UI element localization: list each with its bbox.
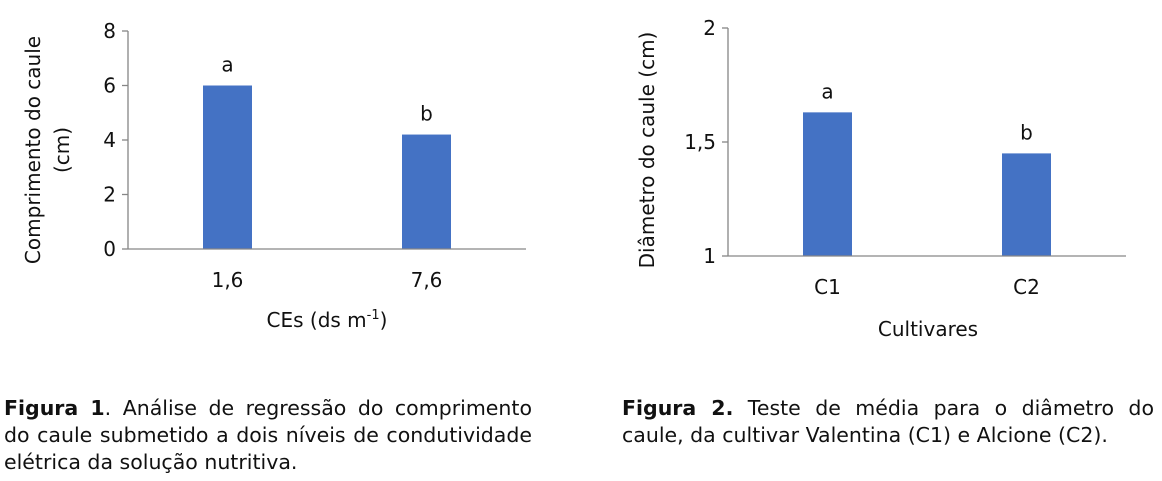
c1-ytick-label: 4: [103, 128, 116, 152]
c2-ytick-label: 1: [703, 244, 716, 268]
figure-2-caption: Figura 2. Teste de média para o diâmetro…: [622, 395, 1154, 449]
chart-1-xlabel: CEs (ds m-1): [267, 308, 388, 332]
c1-ytick-label: 0: [103, 237, 116, 261]
figure-2-caption-text: Teste de média para o diâmetro do caule,…: [622, 396, 1154, 447]
c1-bar-label: b: [420, 102, 433, 126]
c2-bar-label: a: [821, 79, 833, 103]
c2-bar: [803, 112, 852, 256]
chart-1-xlabel-sup: -1: [367, 308, 380, 323]
figure-1-caption-text: . Análise de regressão do comprimento do…: [4, 396, 532, 474]
c1-bar: [402, 134, 451, 249]
figure-2-caption-label: Figura 2.: [622, 396, 734, 420]
c2-xtick-label: C2: [1013, 275, 1040, 299]
chart-1: 0 2 4 6 8 a b 1,6 7,6 Comprimento do caule (cm…: [21, 19, 526, 332]
c2-ytick-label: 1,5: [684, 130, 716, 154]
c1-ytick-label: 2: [103, 183, 116, 207]
chart-2-ylabel: Diâmetro do caule (cm): [635, 32, 659, 269]
c2-bar-label: b: [1020, 120, 1033, 144]
c1-xtick-label: 7,6: [411, 268, 443, 292]
chart-2-xlabel: Cultivares: [878, 317, 978, 341]
chart-1-ylabel-line2: (cm): [50, 127, 74, 173]
chart-2: 1 1,5 2 a b C1 C2 Diâmetro do caule (cm) Cul…: [635, 16, 1126, 341]
c1-ytick-label: 6: [103, 74, 116, 98]
c2-xtick-label: C1: [814, 275, 841, 299]
c1-bar-label: a: [221, 53, 233, 77]
chart-1-ylabel-line1: Comprimento do caule: [21, 36, 45, 264]
c1-xtick-label: 1,6: [212, 268, 244, 292]
c1-ytick-label: 8: [103, 19, 116, 43]
c2-ytick-label: 2: [703, 16, 716, 40]
figure-1-caption-label: Figura 1: [4, 396, 105, 420]
c1-bar: [203, 85, 252, 249]
figure-1-caption: Figura 1. Análise de regressão do compri…: [4, 395, 532, 476]
chart-1-xlabel-main: CEs (ds m: [267, 308, 367, 332]
c2-bar: [1002, 153, 1051, 256]
chart-1-xlabel-end: ): [380, 308, 388, 332]
